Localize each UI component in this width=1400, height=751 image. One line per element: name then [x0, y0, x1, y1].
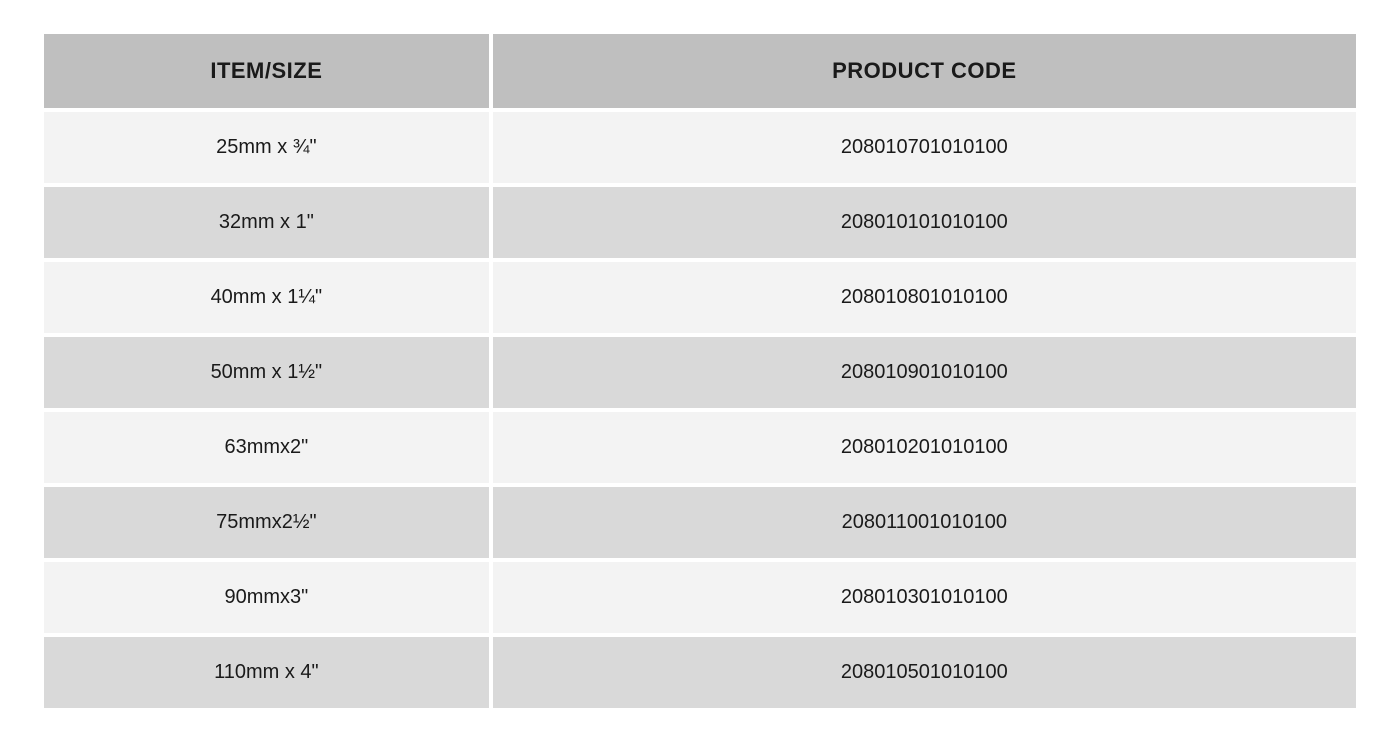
cell-item: 40mm x 1¼": [44, 262, 489, 333]
cell-item: 75mmx2½": [44, 487, 489, 558]
table-row: 110mm x 4" 208010501010100: [44, 637, 1356, 708]
cell-code: 208010901010100: [493, 337, 1356, 408]
table-row: 90mmx3" 208010301010100: [44, 562, 1356, 633]
cell-code: 208010201010100: [493, 412, 1356, 483]
product-table: ITEM/SIZE PRODUCT CODE 25mm x ¾" 2080107…: [40, 30, 1360, 712]
table-row: 25mm x ¾" 208010701010100: [44, 112, 1356, 183]
column-header-code: PRODUCT CODE: [493, 34, 1356, 108]
cell-code: 208010701010100: [493, 112, 1356, 183]
cell-item: 90mmx3": [44, 562, 489, 633]
table-row: 32mm x 1" 208010101010100: [44, 187, 1356, 258]
cell-item: 25mm x ¾": [44, 112, 489, 183]
cell-code: 208010101010100: [493, 187, 1356, 258]
cell-code: 208011001010100: [493, 487, 1356, 558]
cell-code: 208010801010100: [493, 262, 1356, 333]
cell-code: 208010301010100: [493, 562, 1356, 633]
table-row: 50mm x 1½" 208010901010100: [44, 337, 1356, 408]
cell-item: 110mm x 4": [44, 637, 489, 708]
cell-item: 32mm x 1": [44, 187, 489, 258]
table-header-row: ITEM/SIZE PRODUCT CODE: [44, 34, 1356, 108]
cell-code: 208010501010100: [493, 637, 1356, 708]
table-row: 63mmx2" 208010201010100: [44, 412, 1356, 483]
table-row: 40mm x 1¼" 208010801010100: [44, 262, 1356, 333]
table-row: 75mmx2½" 208011001010100: [44, 487, 1356, 558]
cell-item: 50mm x 1½": [44, 337, 489, 408]
cell-item: 63mmx2": [44, 412, 489, 483]
column-header-item: ITEM/SIZE: [44, 34, 489, 108]
